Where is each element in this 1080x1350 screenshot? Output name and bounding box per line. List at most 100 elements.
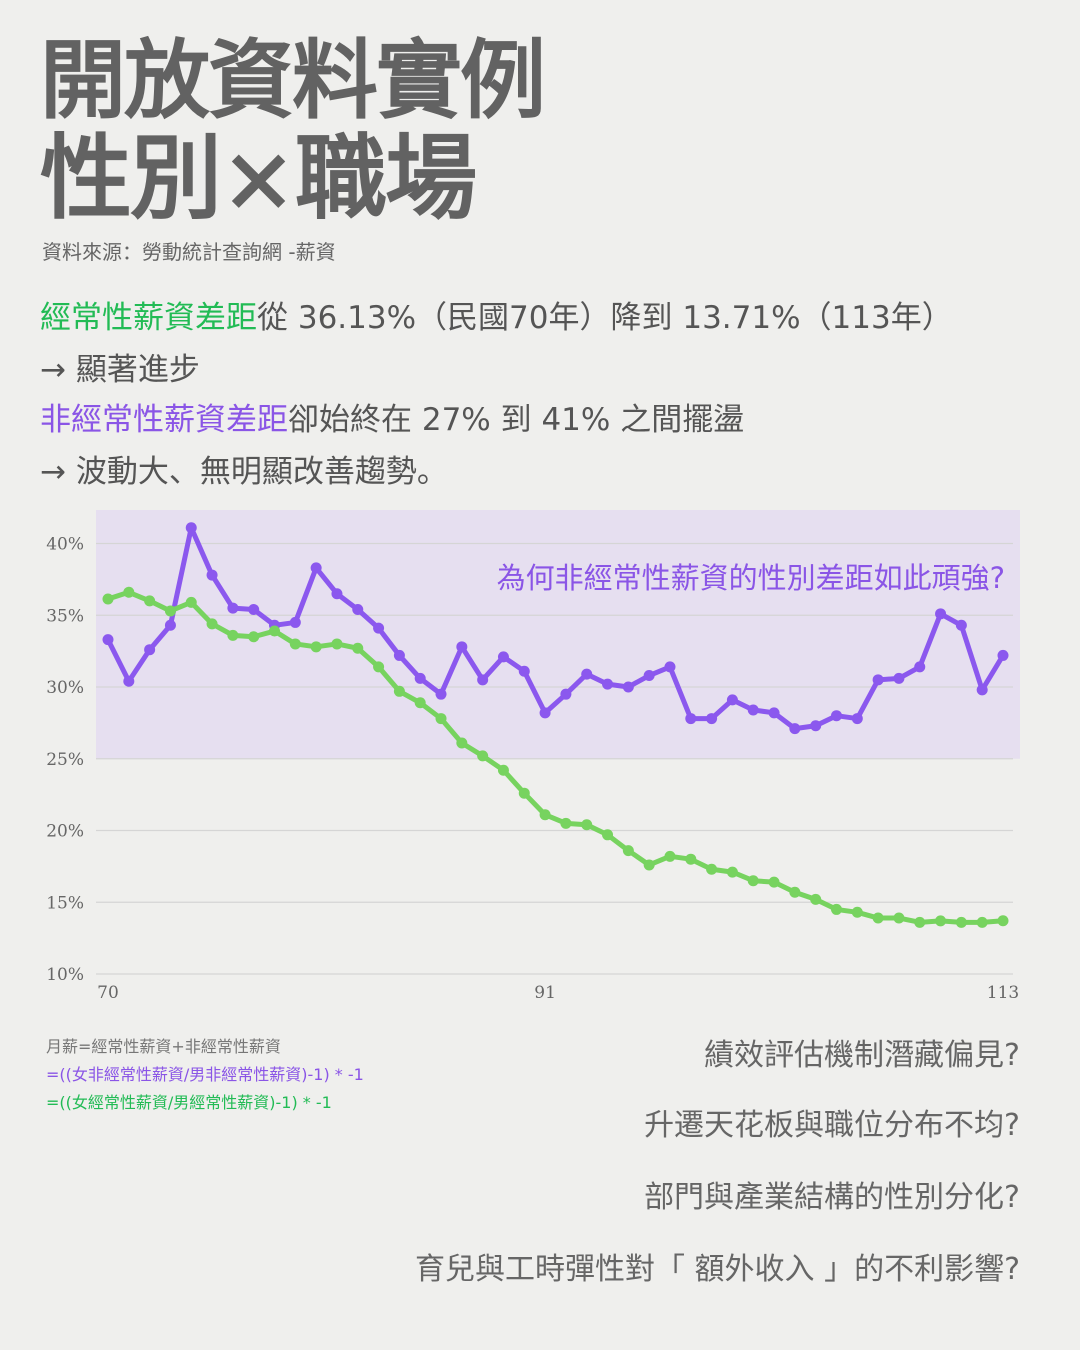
data-point bbox=[477, 674, 489, 686]
data-point bbox=[622, 845, 634, 857]
data-point bbox=[706, 713, 718, 725]
data-point bbox=[414, 672, 426, 684]
y-tick-label: 40% bbox=[46, 535, 84, 555]
data-point bbox=[185, 596, 197, 608]
data-point bbox=[747, 875, 759, 887]
data-point bbox=[435, 688, 447, 700]
y-tick-label: 10% bbox=[46, 965, 84, 985]
question-3: 部門與產業結構的性別分化? bbox=[644, 1180, 1020, 1215]
data-point bbox=[456, 641, 468, 653]
data-point bbox=[955, 619, 967, 631]
data-point bbox=[248, 631, 260, 643]
data-point bbox=[331, 588, 343, 600]
summary-line-4: → 波動大、無明顯改善趨勢。 bbox=[40, 454, 448, 490]
question-4: 育兒與工時彈性對「 額外收入 」的不利影響? bbox=[415, 1252, 1020, 1287]
data-point bbox=[685, 713, 697, 725]
x-tick-label: 91 bbox=[534, 983, 556, 1003]
data-point bbox=[560, 817, 572, 829]
data-point bbox=[248, 604, 260, 616]
data-point bbox=[289, 638, 301, 650]
data-point bbox=[643, 670, 655, 682]
data-point bbox=[602, 678, 614, 690]
data-point bbox=[789, 886, 801, 898]
data-point bbox=[102, 634, 114, 646]
data-point bbox=[726, 694, 738, 706]
data-point bbox=[747, 704, 759, 716]
data-point bbox=[352, 604, 364, 616]
data-point bbox=[144, 644, 156, 656]
data-point bbox=[935, 915, 947, 927]
question-2: 升遷天花板與職位分布不均? bbox=[644, 1108, 1020, 1143]
data-point bbox=[102, 593, 114, 605]
data-point bbox=[373, 661, 385, 673]
y-tick-label: 20% bbox=[46, 822, 84, 842]
data-point bbox=[581, 819, 593, 831]
data-point bbox=[602, 829, 614, 841]
x-tick-label: 70 bbox=[97, 983, 119, 1003]
data-point bbox=[997, 915, 1009, 927]
data-point bbox=[935, 608, 947, 620]
data-point bbox=[310, 562, 322, 574]
data-point bbox=[560, 688, 572, 700]
data-point bbox=[185, 522, 197, 534]
data-point bbox=[893, 672, 905, 684]
y-tick-label: 15% bbox=[46, 893, 84, 913]
data-point bbox=[144, 595, 156, 607]
data-point bbox=[539, 707, 551, 719]
data-point bbox=[164, 619, 176, 631]
data-point bbox=[477, 750, 489, 762]
data-point bbox=[851, 713, 863, 725]
data-point bbox=[872, 912, 884, 924]
data-point bbox=[685, 853, 697, 865]
data-point bbox=[310, 641, 322, 653]
data-point bbox=[123, 675, 135, 687]
data-point bbox=[393, 649, 405, 661]
data-point bbox=[643, 859, 655, 871]
data-point bbox=[227, 629, 239, 641]
data-point bbox=[164, 605, 176, 617]
y-tick-label: 25% bbox=[46, 750, 84, 770]
data-point bbox=[206, 618, 218, 630]
data-point bbox=[518, 787, 530, 799]
title-line-2: 性別×職場 bbox=[40, 124, 477, 232]
data-point bbox=[581, 668, 593, 680]
data-source: 資料來源：勞動統計查詢網 -薪資 bbox=[42, 240, 336, 264]
data-point bbox=[497, 651, 509, 663]
data-point bbox=[497, 764, 509, 776]
formula-irregular: =((女非經常性薪資/男非經常性薪資)-1) * -1 bbox=[46, 1065, 364, 1084]
data-point bbox=[622, 681, 634, 693]
data-point bbox=[810, 893, 822, 905]
data-point bbox=[914, 916, 926, 928]
data-point bbox=[664, 661, 676, 673]
data-point bbox=[726, 866, 738, 878]
data-point bbox=[352, 642, 364, 654]
x-tick-label: 113 bbox=[987, 983, 1019, 1003]
data-point bbox=[768, 707, 780, 719]
formula-regular: =((女經常性薪資/男經常性薪資)-1) * -1 bbox=[46, 1093, 332, 1112]
data-point bbox=[893, 912, 905, 924]
irregular-gap-text: 卻始終在 27% 到 41% 之間擺盪 bbox=[288, 402, 745, 438]
y-tick-label: 30% bbox=[46, 678, 84, 698]
data-point bbox=[269, 625, 281, 637]
data-point bbox=[518, 665, 530, 677]
regular-gap-text: 從 36.13%（民國70年）降到 13.71%（113年） bbox=[257, 300, 953, 336]
data-point bbox=[456, 737, 468, 749]
data-point bbox=[706, 863, 718, 875]
data-point bbox=[331, 638, 343, 650]
data-point bbox=[810, 720, 822, 732]
data-point bbox=[414, 697, 426, 709]
data-point bbox=[664, 850, 676, 862]
data-point bbox=[289, 616, 301, 628]
data-point bbox=[206, 569, 218, 581]
title-line-1: 開放資料實例 bbox=[40, 30, 546, 131]
regular-gap-label: 經常性薪資差距 bbox=[40, 300, 257, 336]
data-point bbox=[997, 649, 1009, 661]
data-point bbox=[830, 903, 842, 915]
data-point bbox=[393, 685, 405, 697]
data-point bbox=[435, 713, 447, 725]
data-point bbox=[227, 602, 239, 614]
data-point bbox=[830, 710, 842, 722]
summary-line-1: 經常性薪資差距從 36.13%（民國70年）降到 13.71%（113年） bbox=[40, 292, 953, 337]
data-point bbox=[539, 809, 551, 821]
data-point bbox=[955, 916, 967, 928]
